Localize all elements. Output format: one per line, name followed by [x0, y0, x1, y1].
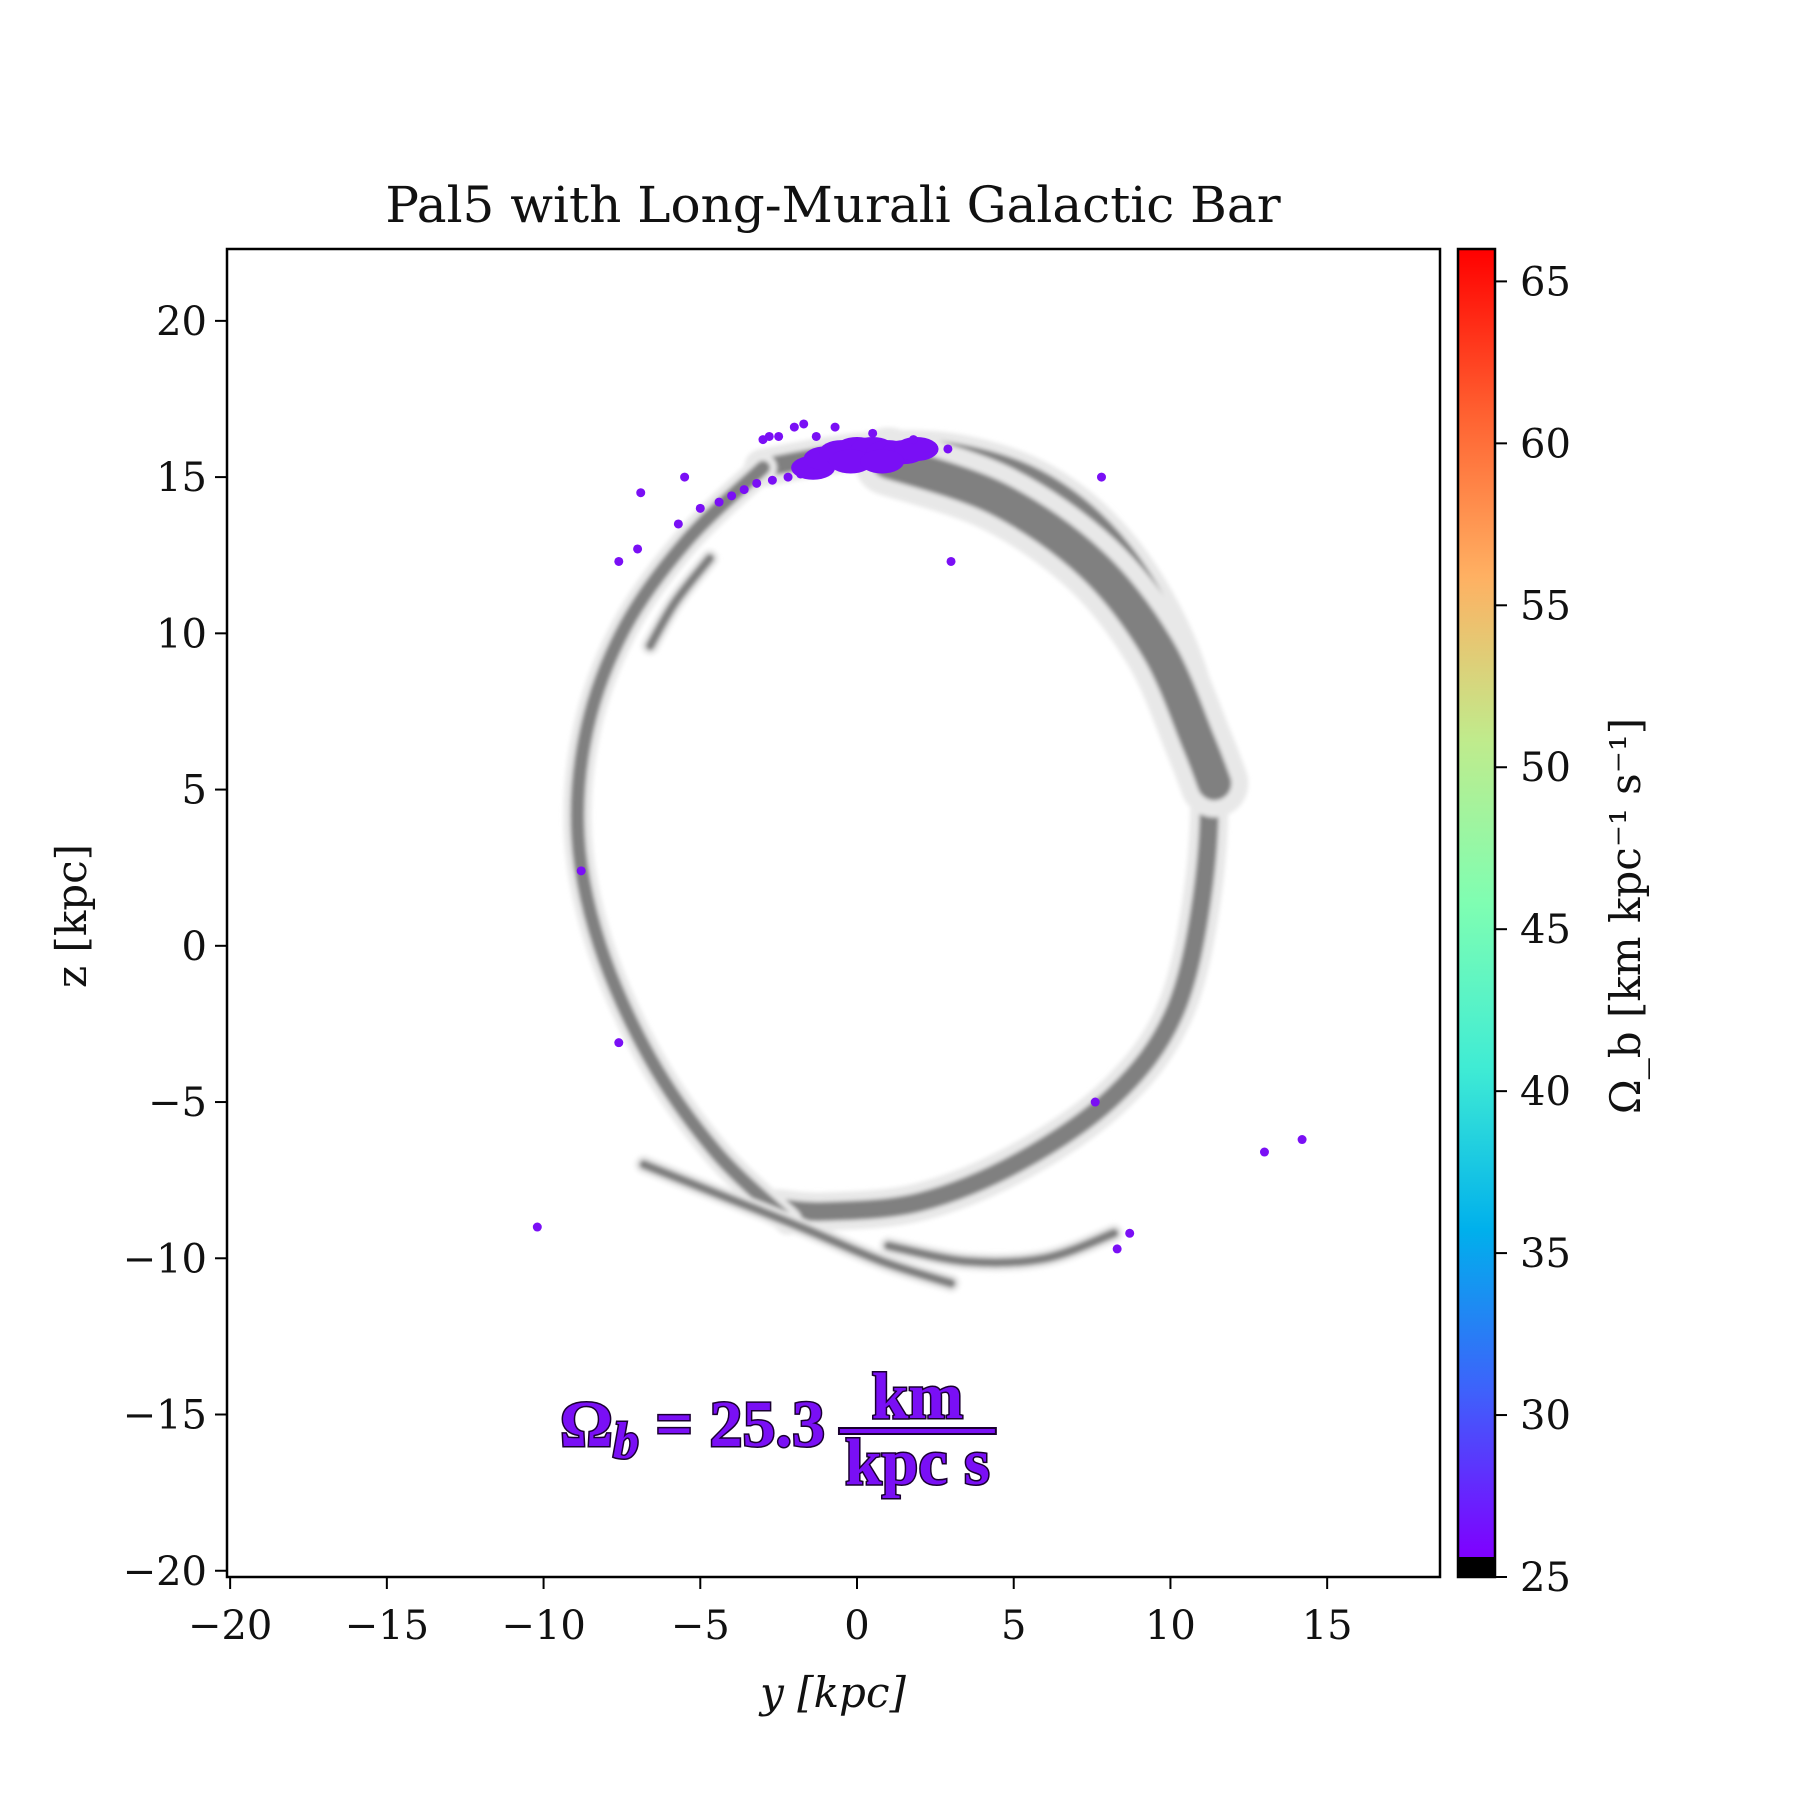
colorbar-tick-label: 65 [1520, 259, 1571, 305]
x-tick-label: 5 [1001, 1603, 1026, 1649]
data-point [673, 519, 683, 529]
colorbar-tick-label: 40 [1520, 1069, 1571, 1115]
x-axis-label: y [kpc] [758, 1668, 906, 1717]
y-tick-label: 15 [156, 455, 207, 501]
data-point [714, 497, 724, 507]
data-point [783, 472, 793, 482]
data-point [695, 503, 705, 513]
data-point [1096, 472, 1106, 482]
data-point [908, 435, 918, 445]
x-tick-label: 15 [1302, 1603, 1353, 1649]
y-tick-label: 5 [182, 768, 207, 814]
data-point [1090, 1097, 1100, 1107]
data-point [633, 544, 643, 554]
data-point [796, 469, 806, 479]
data-point [774, 431, 784, 441]
x-tick-label: 0 [844, 1603, 869, 1649]
data-point [727, 491, 737, 501]
stream-track [639, 1160, 956, 1288]
plot-area [532, 419, 1307, 1293]
data-point [943, 444, 953, 454]
data-point [1112, 1244, 1122, 1254]
x-tick-label: −10 [501, 1603, 585, 1649]
colorbar-tick-label: 55 [1520, 583, 1571, 629]
annotation-numerator: km [872, 1360, 964, 1433]
colorbar: 25 30 35 40 45 50 55 60 65 Ω_b [km kpc⁻¹ s⁻¹] [1456, 247, 1650, 1601]
x-tick-label: −15 [345, 1603, 429, 1649]
colorbar-tick-label: 25 [1520, 1555, 1571, 1601]
stream-track [883, 1228, 1119, 1268]
stream-track [753, 439, 1219, 1222]
annotation-fraction-bar [837, 1427, 997, 1435]
x-axis: −20 −15 −10 −5 0 5 10 15 [188, 1577, 1353, 1649]
data-point [614, 556, 624, 566]
x-tick-label: −20 [188, 1603, 272, 1649]
data-point [532, 1222, 542, 1232]
colorbar-tick-label: 45 [1520, 907, 1571, 953]
data-point [799, 419, 809, 429]
colorbar-label: Ω_b [km kpc⁻¹ s⁻¹] [1601, 718, 1650, 1114]
y-tick-label: 0 [182, 924, 207, 970]
data-point [636, 488, 646, 498]
data-point [789, 422, 799, 432]
data-point [764, 431, 774, 441]
annotation-denominator: kpc s [845, 1426, 990, 1499]
data-point [576, 866, 586, 876]
y-axis: −20 −15 −10 −5 0 5 10 15 20 [123, 299, 227, 1595]
y-tick-label: 10 [156, 611, 207, 657]
points-layer [532, 419, 1307, 1254]
colorbar-tick-label: 35 [1520, 1231, 1571, 1277]
data-point [946, 556, 956, 566]
stream-halo [854, 427, 1249, 818]
stream-track [570, 460, 796, 1228]
x-tick-label: −5 [671, 1603, 730, 1649]
stream-track [871, 444, 1232, 801]
colorbar-under [1458, 1557, 1495, 1577]
data-point [739, 485, 749, 495]
axes-frame [225, 247, 1442, 1579]
y-tick-label: −20 [123, 1549, 207, 1595]
x-tick-label: 10 [1145, 1603, 1196, 1649]
colorbar-frame [1456, 247, 1497, 1579]
annotation-omega: Ωb = 25.3 [560, 1388, 825, 1470]
data-point [830, 422, 840, 432]
data-point [868, 428, 878, 438]
data-point [680, 472, 690, 482]
data-point [1297, 1135, 1307, 1145]
data-point [811, 431, 821, 441]
core-cluster-point [828, 449, 873, 474]
colorbar-tick-label: 30 [1520, 1393, 1571, 1439]
y-tick-label: −10 [123, 1236, 207, 1282]
core-cluster-point [860, 449, 905, 474]
data-point [767, 475, 777, 485]
colorbar-tick-label: 60 [1520, 421, 1571, 467]
y-axis-label: z [kpc] [47, 844, 96, 988]
y-tick-label: −15 [123, 1393, 207, 1439]
y-tick-label: −5 [148, 1080, 207, 1126]
chart-title: Pal5 with Long-Murali Galactic Bar [385, 176, 1280, 234]
data-point [752, 478, 762, 488]
stream-track [645, 553, 715, 651]
stream-layer [563, 427, 1249, 1293]
annotation: Ωb = 25.3 km kpc s [559, 1359, 997, 1501]
colorbar-tick-label: 50 [1520, 745, 1571, 791]
data-point [1259, 1147, 1269, 1157]
data-point [614, 1038, 624, 1048]
y-tick-label: 20 [156, 299, 207, 345]
core-cluster-point [894, 436, 939, 461]
data-point [1125, 1228, 1135, 1238]
colorbar-gradient [1458, 249, 1495, 1557]
